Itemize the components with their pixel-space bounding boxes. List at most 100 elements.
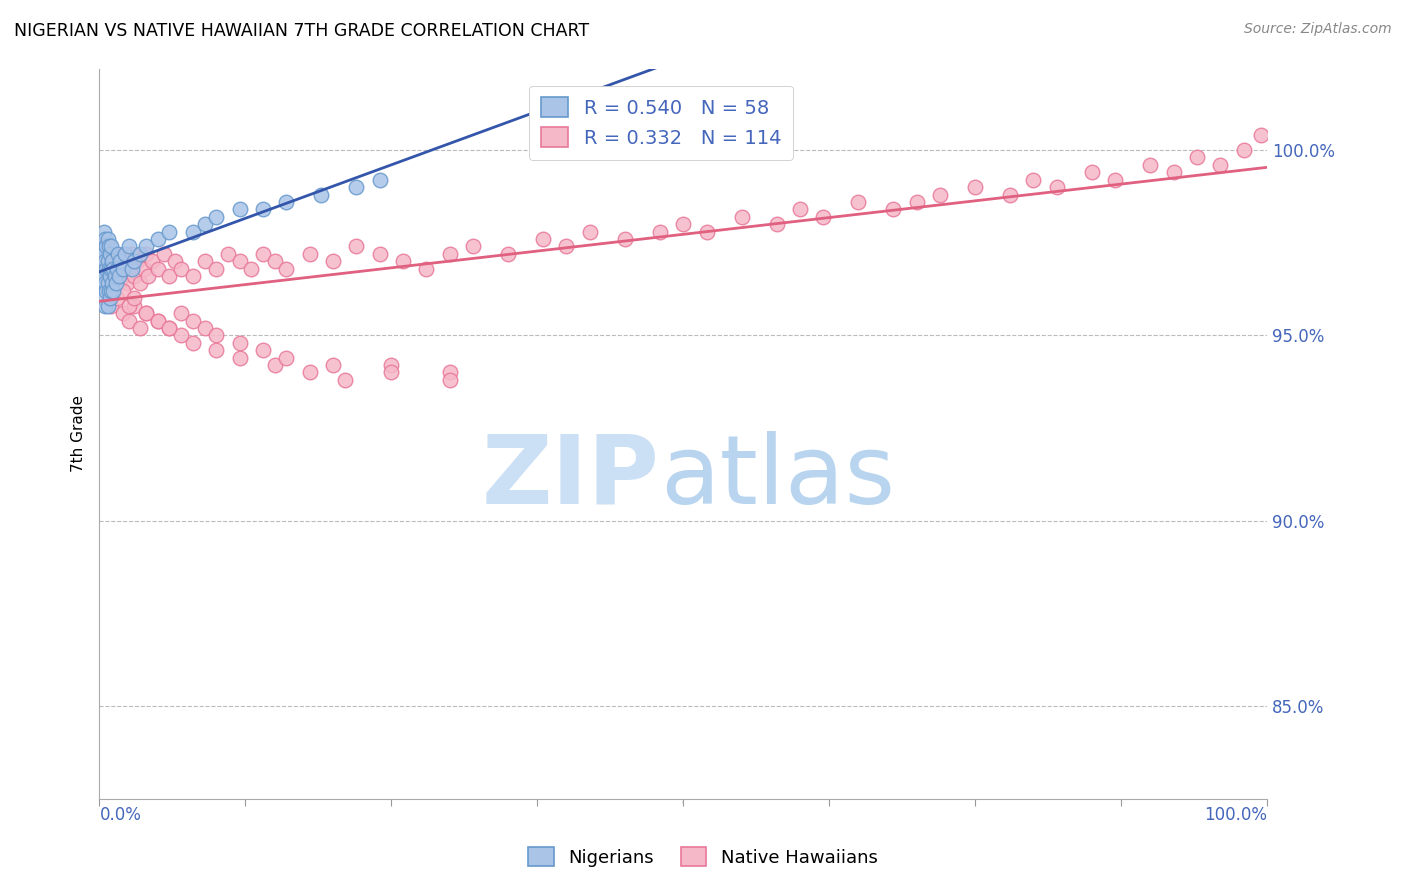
Point: [111, 306, 134, 320]
Point: [108, 268, 131, 283]
Point: [152, 247, 174, 261]
Point: [98, 247, 121, 261]
Text: ZIP: ZIP: [482, 431, 659, 524]
Point: [111, 268, 134, 283]
Point: [205, 210, 228, 224]
Point: [333, 373, 356, 387]
Point: [1022, 172, 1045, 186]
Point: [146, 313, 169, 327]
Point: [108, 277, 131, 291]
Point: [96, 261, 118, 276]
Point: [97, 261, 120, 276]
Point: [90, 268, 112, 283]
Point: [90, 254, 112, 268]
Point: [104, 268, 127, 283]
Point: [135, 239, 157, 253]
Point: [111, 261, 134, 276]
Point: [217, 247, 239, 261]
Point: [94, 254, 117, 268]
Point: [181, 313, 204, 327]
Point: [94, 268, 117, 283]
Point: [117, 277, 139, 291]
Point: [439, 247, 461, 261]
Point: [146, 313, 169, 327]
Point: [93, 225, 115, 239]
Point: [98, 291, 121, 305]
Point: [648, 225, 671, 239]
Legend: R = 0.540   N = 58, R = 0.332   N = 114: R = 0.540 N = 58, R = 0.332 N = 114: [530, 86, 793, 160]
Point: [118, 261, 141, 276]
Point: [322, 358, 344, 372]
Point: [110, 261, 132, 276]
Point: [121, 261, 143, 276]
Point: [98, 268, 121, 283]
Point: [98, 247, 121, 261]
Point: [555, 239, 578, 253]
Point: [90, 261, 112, 276]
Point: [105, 291, 128, 305]
Point: [1250, 128, 1272, 143]
Point: [96, 254, 118, 268]
Point: [117, 299, 139, 313]
Point: [439, 366, 461, 380]
Point: [159, 268, 181, 283]
Point: [1046, 180, 1069, 194]
Point: [205, 328, 228, 343]
Point: [322, 254, 344, 268]
Point: [846, 194, 869, 209]
Point: [129, 247, 152, 261]
Point: [97, 232, 120, 246]
Point: [129, 321, 152, 335]
Point: [90, 247, 112, 261]
Point: [93, 291, 115, 305]
Point: [100, 284, 122, 298]
Point: [138, 268, 160, 283]
Point: [146, 232, 169, 246]
Point: [1139, 158, 1161, 172]
Point: [789, 202, 811, 217]
Point: [531, 232, 554, 246]
Point: [94, 232, 117, 246]
Point: [159, 225, 181, 239]
Point: [93, 268, 115, 283]
Point: [1163, 165, 1185, 179]
Point: [205, 261, 228, 276]
Point: [170, 328, 193, 343]
Point: [132, 261, 155, 276]
Point: [97, 299, 120, 313]
Point: [97, 284, 120, 298]
Point: [1185, 151, 1208, 165]
Point: [929, 187, 952, 202]
Point: [114, 254, 136, 268]
Point: [91, 239, 114, 253]
Text: 0.0%: 0.0%: [100, 805, 142, 824]
Text: atlas: atlas: [659, 431, 896, 524]
Legend: Nigerians, Native Hawaiians: Nigerians, Native Hawaiians: [522, 840, 884, 874]
Point: [368, 247, 391, 261]
Point: [104, 261, 127, 276]
Point: [813, 210, 835, 224]
Point: [107, 254, 129, 268]
Point: [101, 254, 124, 268]
Point: [496, 247, 519, 261]
Point: [368, 172, 391, 186]
Point: [193, 217, 215, 231]
Point: [100, 239, 122, 253]
Point: [135, 306, 157, 320]
Point: [276, 194, 298, 209]
Point: [240, 261, 263, 276]
Point: [105, 268, 128, 283]
Point: [380, 366, 402, 380]
Point: [252, 202, 274, 217]
Point: [94, 277, 117, 291]
Point: [380, 358, 402, 372]
Point: [124, 268, 146, 283]
Point: [252, 343, 274, 358]
Point: [94, 299, 117, 313]
Point: [298, 247, 321, 261]
Point: [111, 284, 134, 298]
Point: [124, 254, 146, 268]
Point: [730, 210, 752, 224]
Point: [905, 194, 928, 209]
Point: [170, 261, 193, 276]
